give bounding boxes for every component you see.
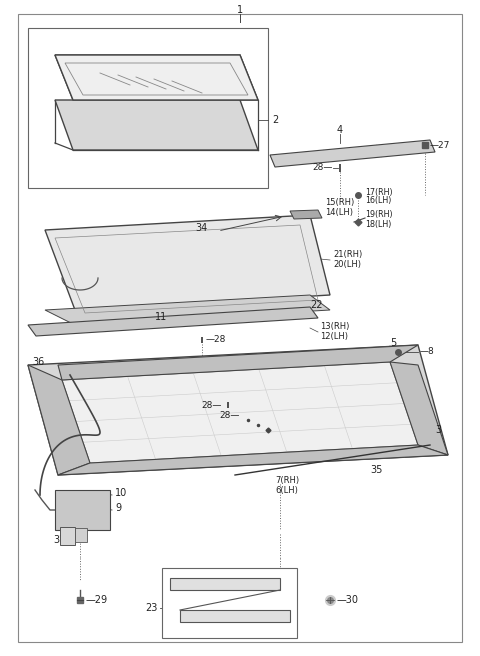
Polygon shape <box>55 100 258 150</box>
Text: 17(RH): 17(RH) <box>365 188 393 197</box>
Text: 18(LH): 18(LH) <box>365 220 391 228</box>
Bar <box>162 568 297 638</box>
Text: —27: —27 <box>430 140 450 150</box>
Text: 9: 9 <box>115 503 121 513</box>
Text: 28—: 28— <box>202 401 222 409</box>
Text: 7(RH): 7(RH) <box>275 476 299 485</box>
Polygon shape <box>62 362 418 463</box>
Text: 4: 4 <box>337 125 343 135</box>
Polygon shape <box>58 445 448 475</box>
Text: 19(RH): 19(RH) <box>365 211 393 220</box>
Text: —29: —29 <box>86 595 108 605</box>
Polygon shape <box>390 362 448 455</box>
Polygon shape <box>55 55 258 100</box>
Text: 37—: 37— <box>53 535 75 545</box>
Text: 11: 11 <box>155 312 167 322</box>
Bar <box>28 28 268 188</box>
Text: 14(LH): 14(LH) <box>325 209 353 218</box>
Text: 20(LH): 20(LH) <box>333 260 361 270</box>
Text: 3: 3 <box>435 425 441 435</box>
Text: 15(RH): 15(RH) <box>325 199 354 207</box>
Polygon shape <box>170 578 280 590</box>
Text: 35: 35 <box>370 465 383 475</box>
Text: 28—: 28— <box>312 163 333 173</box>
Polygon shape <box>180 610 290 622</box>
Text: 23: 23 <box>145 603 157 613</box>
Bar <box>75 528 87 542</box>
Text: 2: 2 <box>272 115 278 125</box>
Bar <box>60 527 75 545</box>
Polygon shape <box>28 365 90 475</box>
Polygon shape <box>55 55 258 100</box>
Polygon shape <box>58 345 418 380</box>
Text: 13(RH): 13(RH) <box>320 323 349 331</box>
Text: 28—: 28— <box>220 411 240 419</box>
Text: 34: 34 <box>195 223 207 233</box>
Text: 1: 1 <box>237 5 243 15</box>
Text: —8: —8 <box>420 348 435 356</box>
Text: 36: 36 <box>32 357 44 367</box>
Text: 21(RH): 21(RH) <box>333 251 362 260</box>
Text: 22: 22 <box>310 300 323 310</box>
Polygon shape <box>28 345 448 475</box>
Text: 10: 10 <box>115 488 127 498</box>
Polygon shape <box>270 140 435 167</box>
Text: 5: 5 <box>390 338 396 348</box>
Text: 6(LH): 6(LH) <box>275 485 298 495</box>
Bar <box>55 490 110 530</box>
Polygon shape <box>45 215 330 310</box>
Polygon shape <box>290 210 322 219</box>
Text: —30: —30 <box>337 595 359 605</box>
Text: 16(LH): 16(LH) <box>365 197 391 205</box>
Polygon shape <box>28 307 318 336</box>
Polygon shape <box>45 295 330 325</box>
Text: —28: —28 <box>206 335 227 344</box>
Text: 12(LH): 12(LH) <box>320 333 348 342</box>
